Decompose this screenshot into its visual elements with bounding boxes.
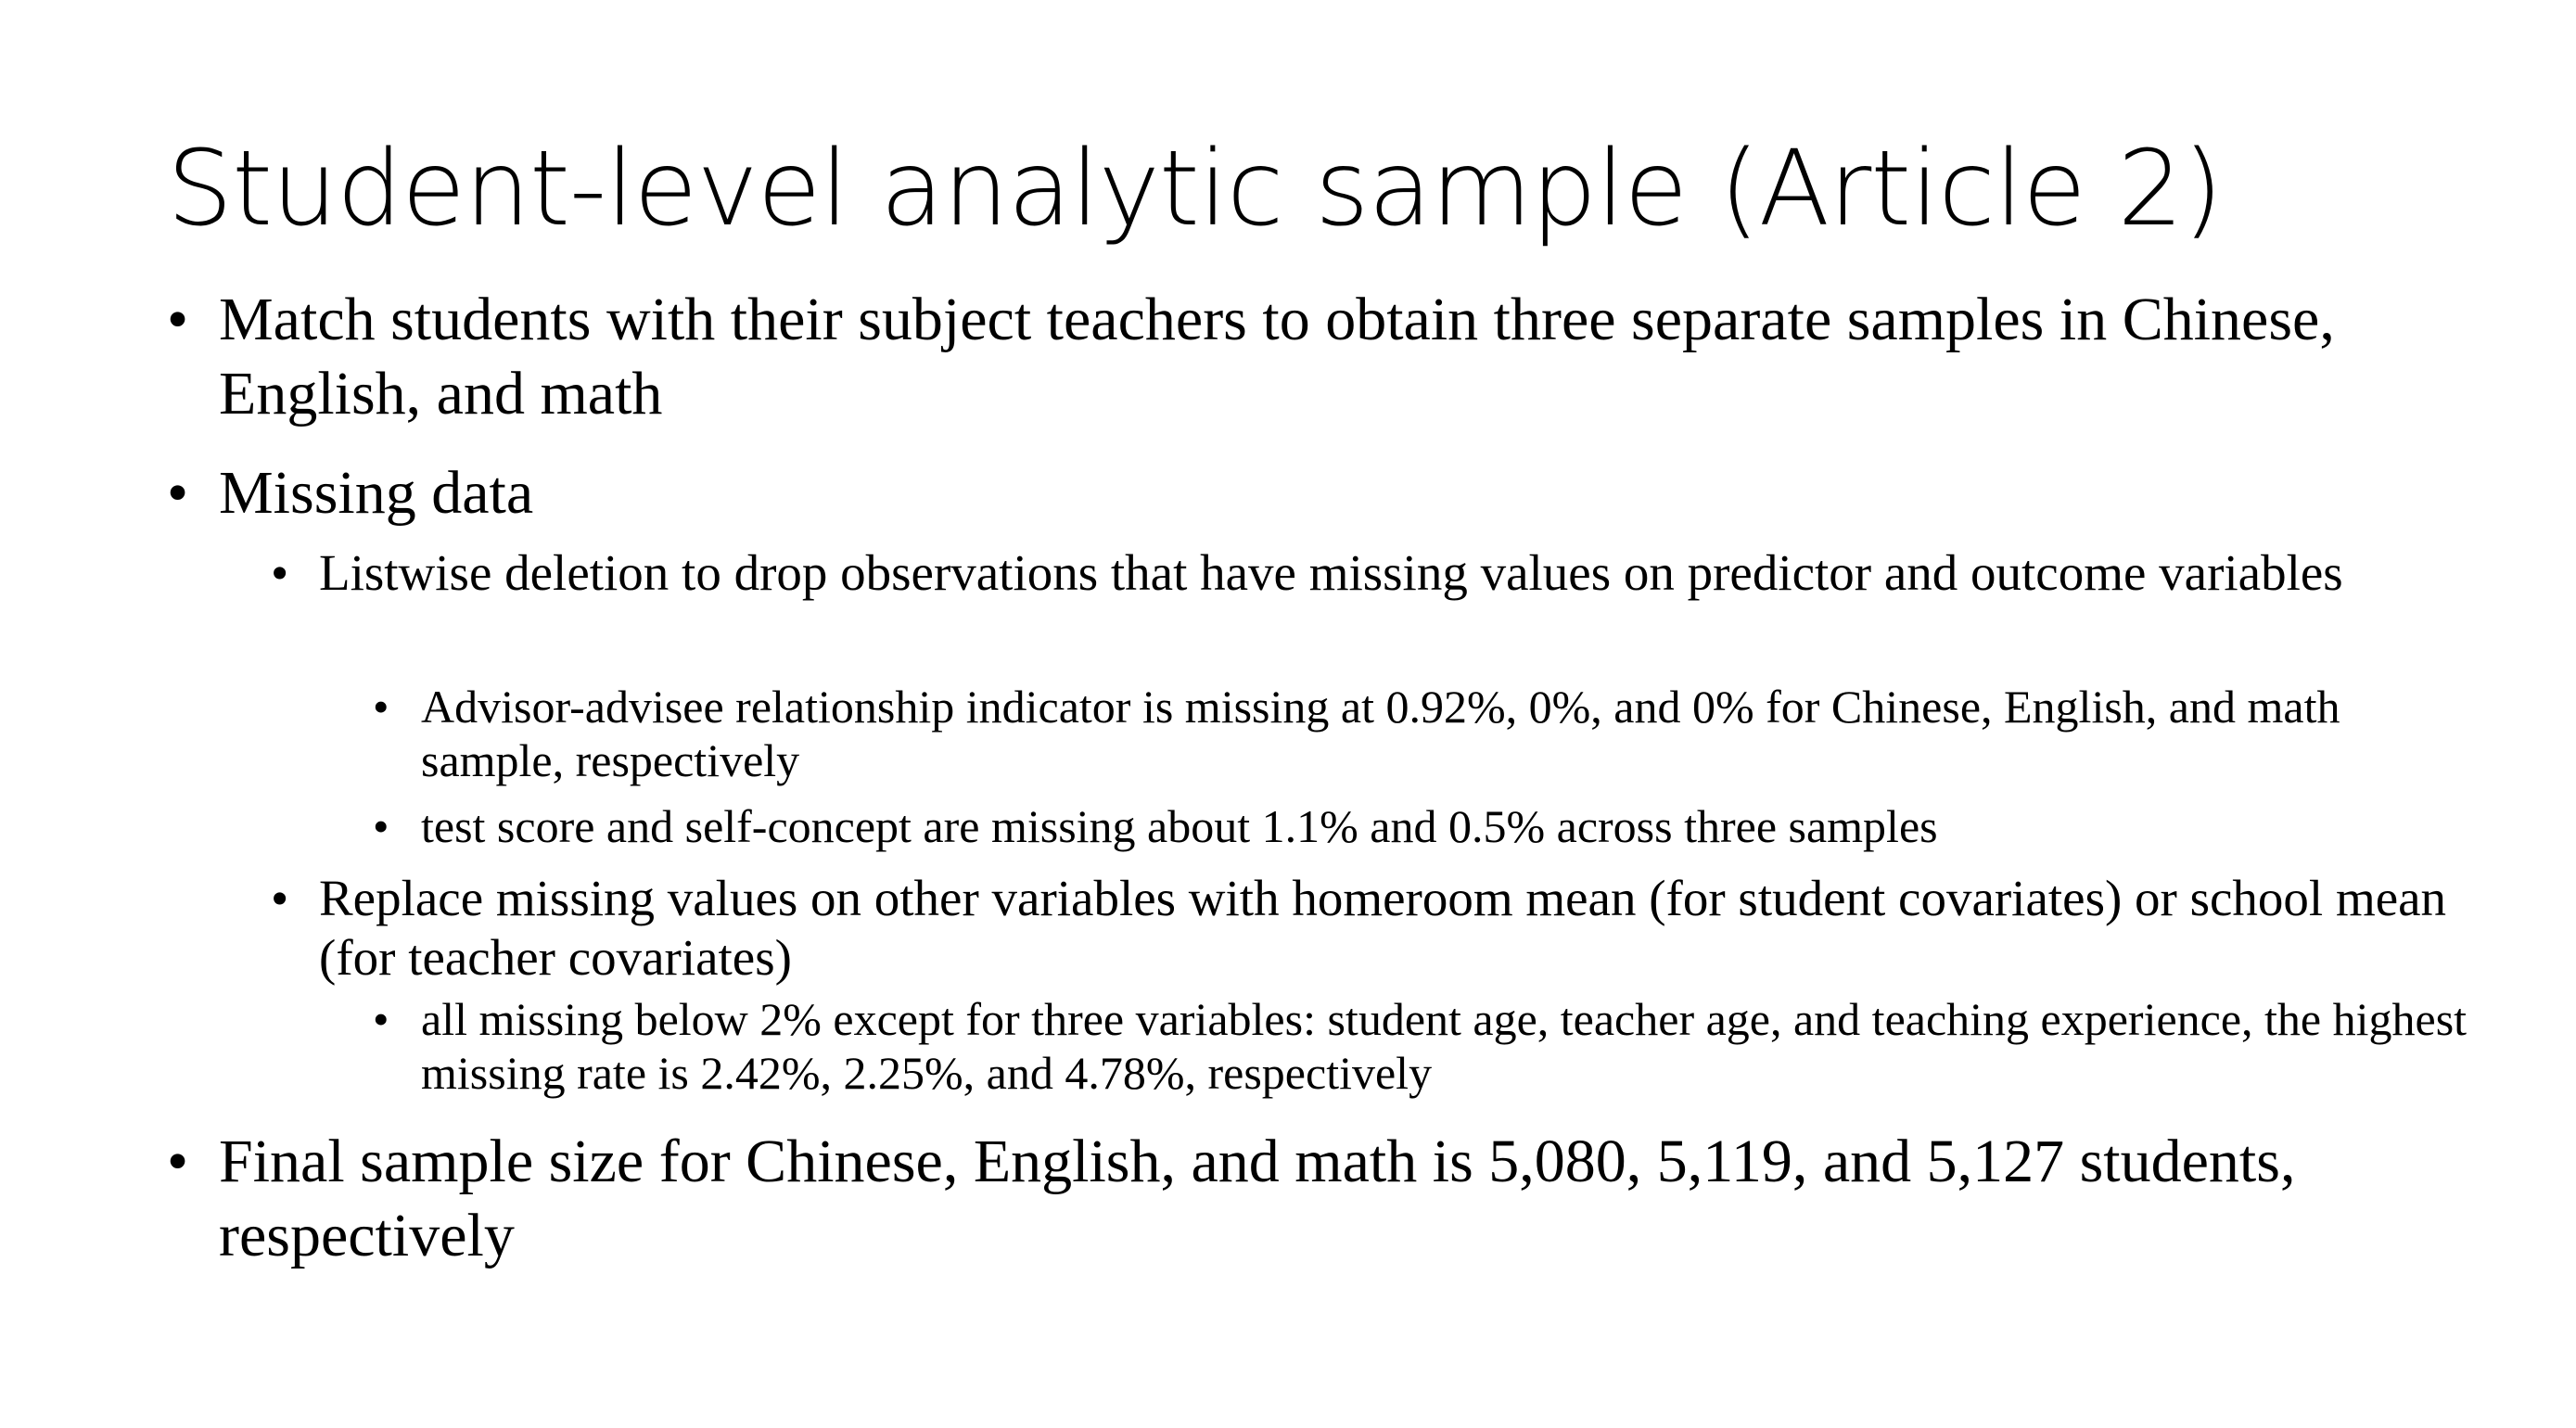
bullet-item-all-missing: • all missing below 2% except for three … bbox=[373, 992, 2489, 1100]
bullet-text: Replace missing values on other variable… bbox=[319, 870, 2447, 986]
bullet-item-match-students: • Match students with their subject teac… bbox=[167, 283, 2389, 431]
bullet-text: Missing data bbox=[219, 459, 534, 527]
bullet-item-advisor-indicator: • Advisor-advisee relationship indicator… bbox=[373, 680, 2489, 787]
bullet-marker: • bbox=[373, 993, 389, 1045]
bullet-marker: • bbox=[373, 681, 389, 733]
bullet-marker: • bbox=[373, 800, 389, 852]
bullet-text: test score and self-concept are missing … bbox=[421, 800, 1938, 852]
bullet-marker: • bbox=[167, 286, 189, 353]
bullet-item-listwise-deletion: • Listwise deletion to drop observations… bbox=[271, 543, 2470, 603]
bullet-text: all missing below 2% except for three va… bbox=[421, 993, 2468, 1099]
bullet-marker: • bbox=[271, 870, 289, 926]
bullet-marker: • bbox=[271, 544, 289, 601]
bullet-item-replace-missing: • Replace missing values on other variab… bbox=[271, 869, 2489, 988]
bullet-marker: • bbox=[167, 1128, 189, 1195]
bullet-item-final-sample: • Final sample size for Chinese, English… bbox=[167, 1125, 2389, 1273]
bullet-text: Final sample size for Chinese, English, … bbox=[219, 1128, 2296, 1269]
bullet-marker: • bbox=[167, 459, 189, 527]
slide-title: Student-level analytic sample (Article 2… bbox=[167, 129, 2223, 249]
bullet-item-test-score: • test score and self-concept are missin… bbox=[373, 799, 2489, 853]
bullet-text: Match students with their subject teache… bbox=[219, 286, 2335, 427]
bullet-text: Listwise deletion to drop observations t… bbox=[319, 544, 2343, 601]
bullet-item-missing-data: • Missing data bbox=[167, 456, 2389, 530]
bullet-text: Advisor-advisee relationship indicator i… bbox=[421, 681, 2340, 786]
